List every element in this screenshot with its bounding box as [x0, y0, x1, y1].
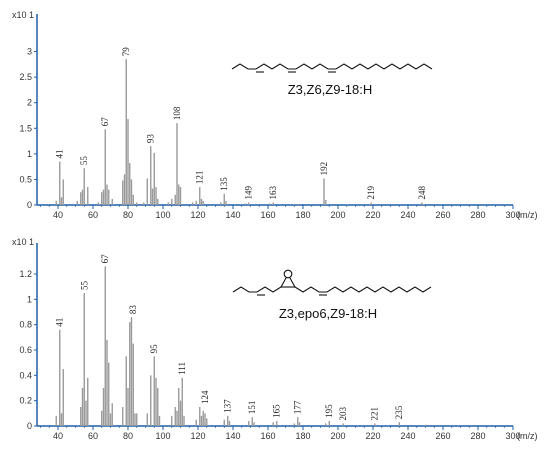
y-tick-label: 0.5	[19, 174, 32, 184]
y-tick-label: 0.8	[19, 320, 32, 330]
peak-label: 235	[394, 405, 404, 419]
y-tick-label: 0	[27, 421, 32, 431]
peak-label: 95	[149, 344, 159, 354]
x-tick-label: 200	[330, 431, 345, 441]
peak-label: 41	[55, 318, 65, 327]
spectrum-panel-top: 0 0.5 1 1.5 2 2.5 3 40 60 80 100 120 140 160 180 200 220…	[12, 10, 538, 220]
y-magnitude-label: x10 1	[12, 237, 34, 247]
molecule-skeleton-left	[232, 286, 282, 293]
peak-label: 124	[200, 390, 210, 404]
x-tick-label: 140	[225, 210, 240, 220]
x-tick-label: 100	[155, 431, 170, 441]
x-tick-label: 100	[155, 210, 170, 220]
x-tick-label: 40	[53, 431, 63, 441]
peak-label: 151	[247, 401, 257, 415]
x-tick-label: 80	[123, 431, 133, 441]
peak-label: 137	[223, 399, 233, 413]
y-tick-label: 2	[27, 98, 32, 108]
x-tick-label: 180	[295, 210, 310, 220]
x-tick-label: 140	[225, 431, 240, 441]
x-tick-label: 260	[435, 210, 450, 220]
peak-label: 135	[219, 177, 229, 191]
peak-label: 121	[195, 171, 205, 185]
x-tick-label: 120	[190, 210, 205, 220]
spectrum-panel-bottom: 0 0.2 0.4 0.6 0.8 1 1.2 40 60 80 100 120 140 160 180 20…	[12, 237, 538, 441]
x-tick-label: 80	[123, 210, 133, 220]
compound-label: Z3,epo6,Z9-18:H	[279, 306, 377, 321]
x-tick-label: 240	[400, 210, 415, 220]
x-tick-label: 60	[88, 210, 98, 220]
peak-label: 55	[79, 156, 89, 166]
x-tick-label: 200	[330, 210, 345, 220]
x-tick-label: 220	[365, 431, 380, 441]
peak-label: 111	[177, 362, 187, 375]
y-tick-label: 0.2	[19, 396, 32, 406]
x-tick-label: 180	[295, 431, 310, 441]
peak-label: 192	[319, 162, 329, 176]
peak-label: 67	[100, 254, 110, 264]
molecule-skeleton	[231, 63, 433, 70]
molecule-skeleton-right	[294, 286, 432, 293]
y-tick-label: 1.5	[19, 123, 32, 133]
peak-label: 55	[79, 281, 89, 291]
peak-label: 67	[100, 117, 110, 127]
epoxide-oxygen	[283, 269, 293, 279]
x-unit-label: (m/z)	[517, 210, 538, 220]
epoxide-o-bond-left	[280, 277, 287, 288]
x-tick-label: 300	[505, 431, 520, 441]
x-tick-label: 240	[400, 431, 415, 441]
y-tick-label: 1	[27, 149, 32, 159]
y-magnitude-label: x10 1	[12, 10, 34, 20]
y-tick-label: 0	[27, 200, 32, 210]
x-tick-label: 120	[190, 431, 205, 441]
x-tick-label: 280	[470, 431, 485, 441]
peak-label: 41	[55, 150, 65, 159]
y-tick-label: 0.4	[19, 370, 32, 380]
compound-label: Z3,Z6,Z9-18:H	[288, 82, 373, 97]
peak-label: 163	[268, 185, 278, 199]
x-tick-label: 160	[260, 210, 275, 220]
peak-label: 83	[128, 305, 138, 315]
epoxide-o-bond-right	[289, 277, 296, 288]
x-tick-label: 40	[53, 210, 63, 220]
peak-label: 93	[146, 134, 156, 144]
structure-diagram-z3epo6z9	[232, 269, 432, 296]
peak-label: 108	[172, 106, 182, 120]
peak-label: 177	[293, 400, 303, 414]
y-tick-label: 1	[27, 294, 32, 304]
x-tick-label: 220	[365, 210, 380, 220]
x-unit-label: (m/z)	[517, 431, 538, 441]
x-tick-label: 60	[88, 431, 98, 441]
y-tick-label: 0.6	[19, 345, 32, 355]
x-tick-label: 260	[435, 431, 450, 441]
peak-label: 203	[338, 406, 348, 420]
y-tick-label: 2.5	[19, 72, 32, 82]
y-tick-label: 3	[27, 47, 32, 57]
peak-label: 248	[417, 185, 427, 199]
y-tick-label: 1.2	[19, 269, 32, 279]
peak-label: 149	[244, 185, 254, 199]
x-tick-label: 160	[260, 431, 275, 441]
peak-label: 195	[324, 404, 334, 418]
peak-label: 79	[121, 47, 131, 57]
x-tick-label: 300	[505, 210, 520, 220]
peak-label: 221	[370, 407, 380, 421]
peak-label: 219	[366, 185, 376, 199]
structure-diagram-z3z6z9	[231, 63, 433, 73]
x-tick-label: 280	[470, 210, 485, 220]
peak-label: 165	[272, 404, 282, 418]
